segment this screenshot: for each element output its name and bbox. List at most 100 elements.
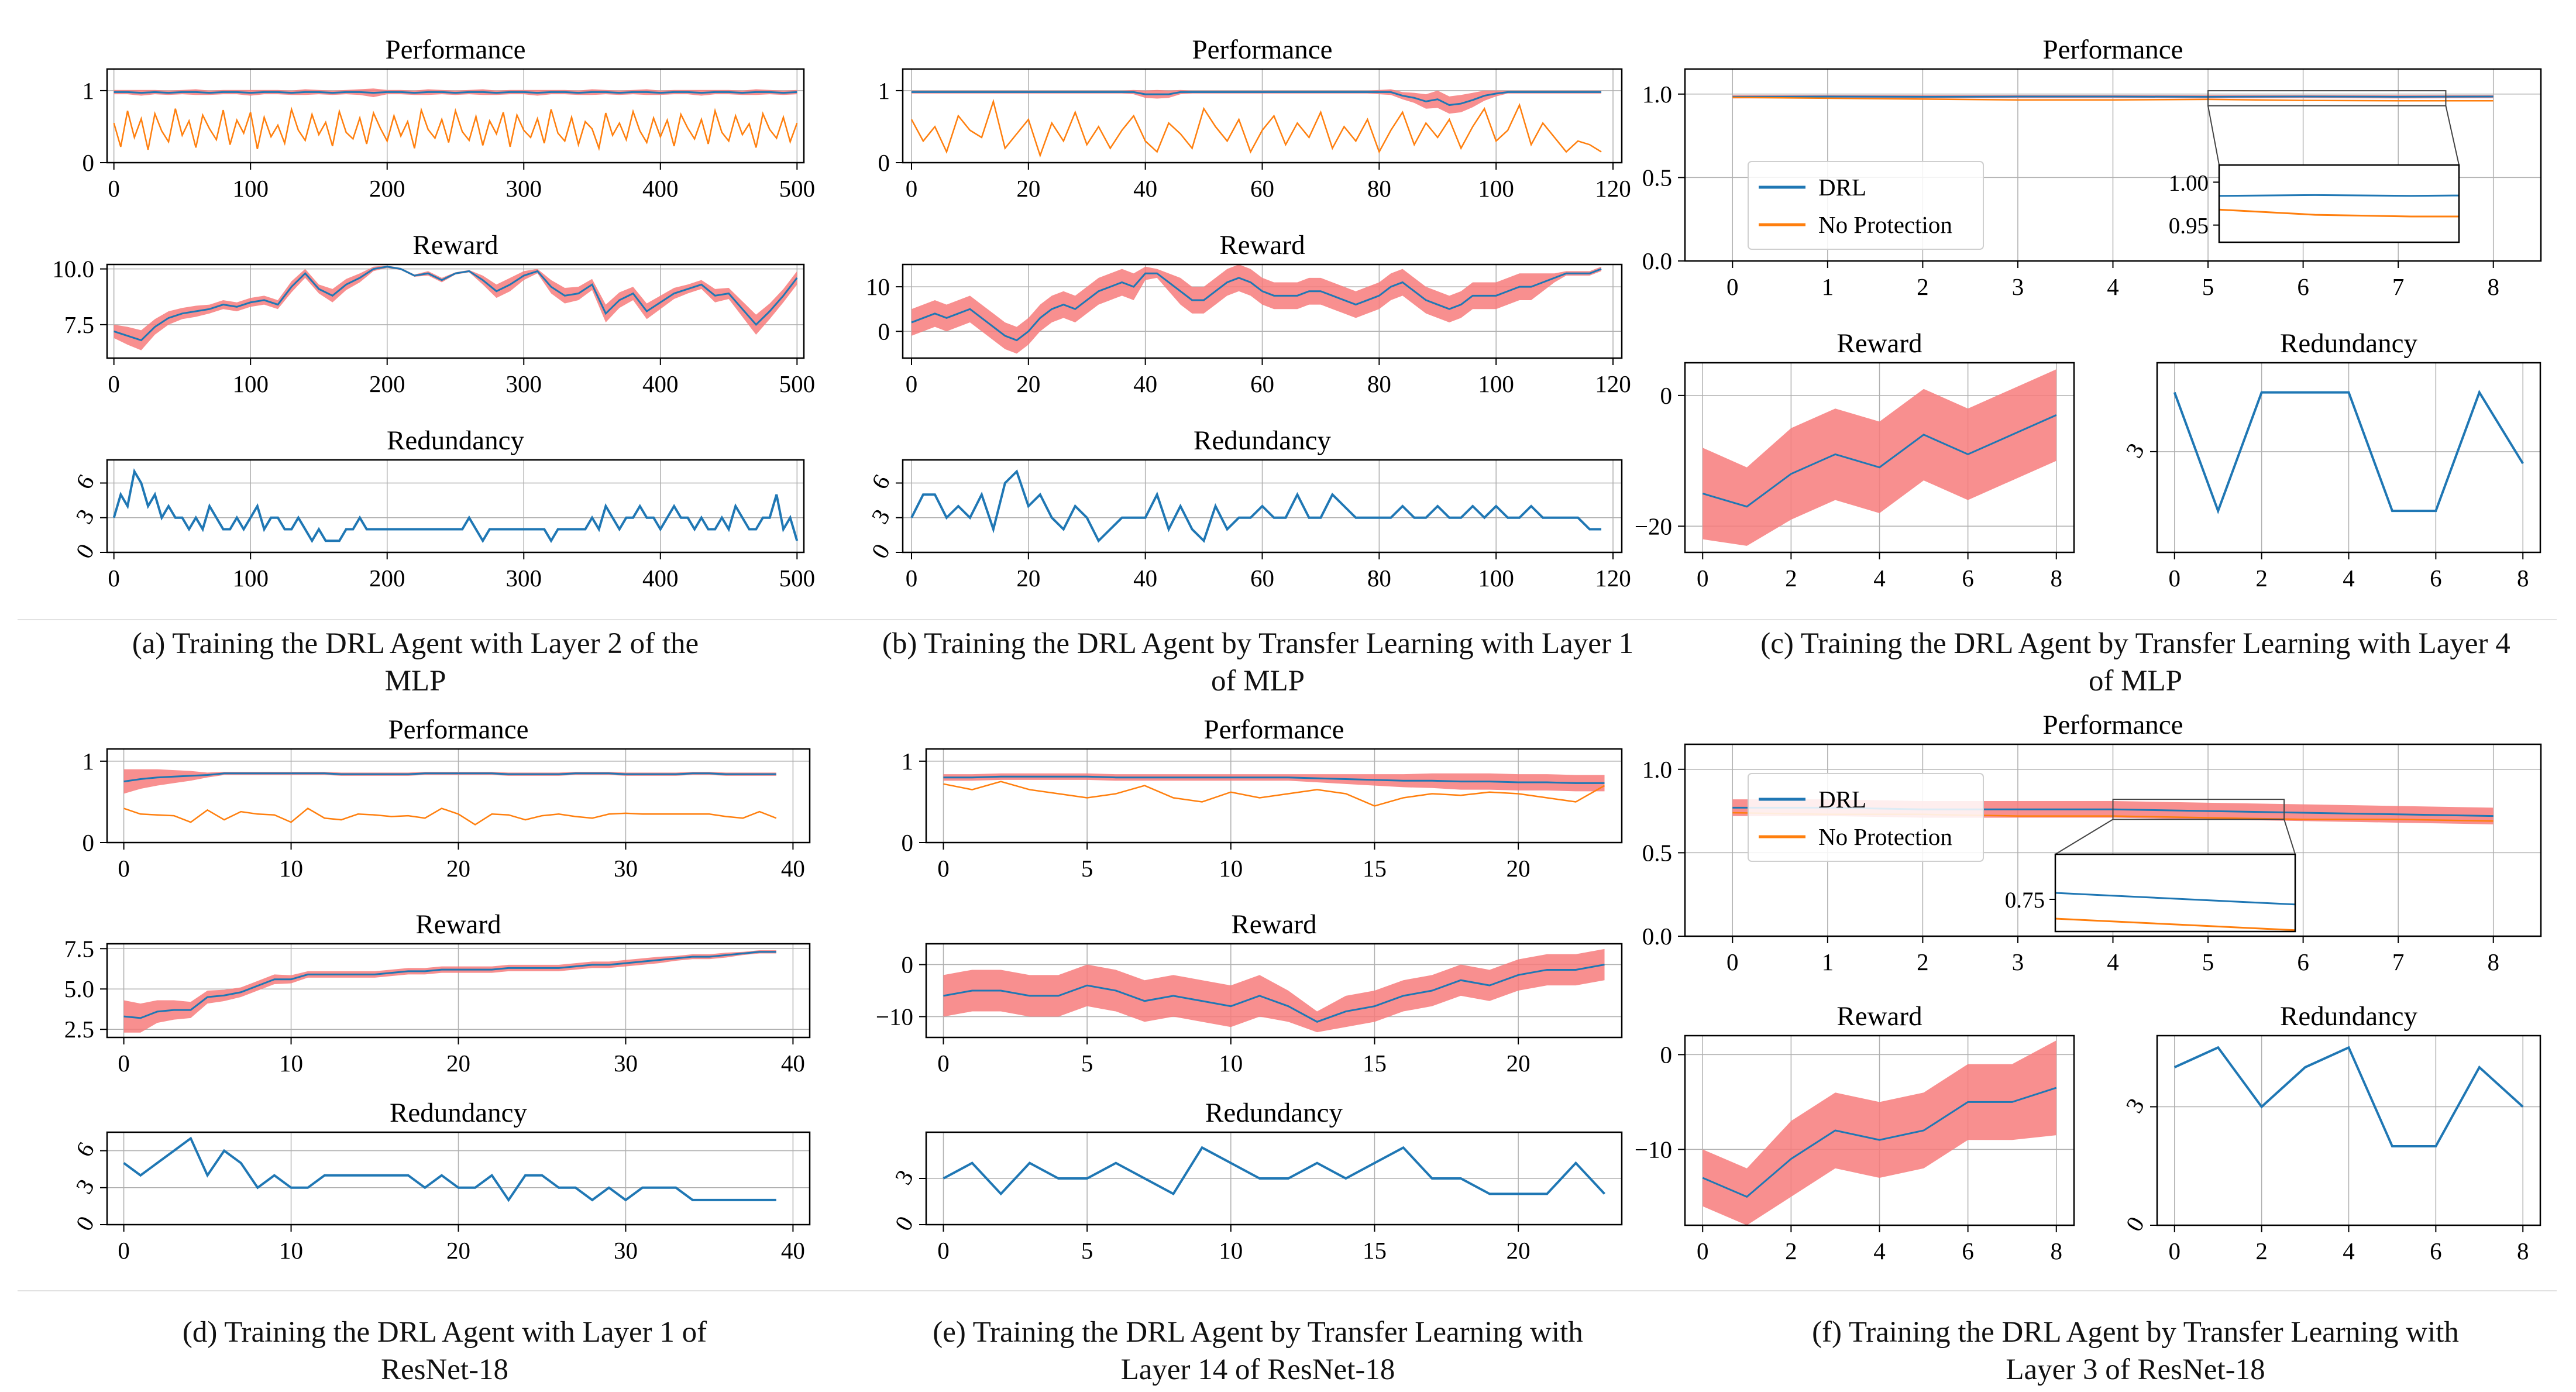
a-redundancy-xtick-label: 400 [642, 565, 679, 592]
e-redundancy-ytick-label: 3 [889, 1165, 919, 1189]
a-performance-no-protection-line [113, 106, 798, 152]
caption-a: (a) Training the DRL Agent with Layer 2 … [132, 627, 699, 697]
d-performance-xtick-label: 40 [781, 855, 805, 882]
a-performance-xtick-label: 500 [779, 175, 816, 202]
a-redundancy-ytick-label: 0 [70, 539, 99, 563]
d-performance-ytick-label: 1 [82, 748, 95, 775]
f-redundancy-ytick-label: 0 [2120, 1212, 2149, 1236]
f-performance-xtick-label: 5 [2202, 948, 2214, 975]
b-reward-xtick-label: 80 [1367, 370, 1391, 397]
f-performance-xtick-label: 6 [2297, 948, 2309, 975]
d-redundancy-xtick-label: 40 [781, 1237, 805, 1264]
c-reward-ytick-label: −20 [1635, 513, 1672, 539]
caption-d: (d) Training the DRL Agent with Layer 1 … [182, 1316, 707, 1386]
c-redundancy-xtick-label: 0 [2169, 565, 2181, 592]
e-reward-xtick-label: 15 [1363, 1050, 1387, 1077]
d-redundancy-xtick-label: 20 [446, 1237, 470, 1264]
d-performance-title: Performance [388, 714, 528, 745]
b-performance-ytick-label: 1 [878, 77, 890, 104]
c-performance-xtick-label: 6 [2297, 273, 2309, 300]
e-performance-xtick-label: 10 [1219, 855, 1243, 882]
b-redundancy-ytick-label: 0 [866, 539, 895, 563]
f-redundancy-xtick-label: 2 [2255, 1238, 2268, 1264]
c-performance-inset-ytick-label: 0.95 [2169, 214, 2209, 239]
b-reward-xtick-label: 20 [1016, 370, 1040, 397]
caption-e: (e) Training the DRL Agent by Transfer L… [933, 1316, 1583, 1386]
d-reward-xtick-label: 10 [279, 1050, 303, 1077]
c-performance-xtick-label: 0 [1726, 273, 1739, 300]
a-performance-xtick-label: 300 [506, 175, 542, 202]
c-performance-inset-frame [2218, 164, 2460, 243]
c-performance-xtick-label: 2 [1917, 273, 1929, 300]
d-redundancy-ytick-label: 0 [70, 1211, 99, 1235]
e-performance-ytick-label: 1 [902, 748, 914, 775]
c-performance-xtick-label: 8 [2487, 273, 2499, 300]
e-performance-ytick-label: 0 [902, 829, 914, 856]
d-performance-no-protection-line [123, 807, 777, 826]
f-performance-xtick-label: 1 [1822, 948, 1834, 975]
f-performance-inset-frame [2054, 853, 2296, 933]
chart-b-redundancy: 0 20 40 60 80 100 120 0 3 6 Redundancy [866, 425, 1631, 592]
f-reward-xtick-label: 6 [1962, 1238, 1974, 1264]
row-divider-bottom [18, 1290, 2557, 1291]
f-reward-ytick-label: −10 [1635, 1136, 1672, 1163]
a-performance-ytick-label: 1 [82, 77, 95, 104]
b-redundancy-xtick-label: 120 [1595, 565, 1631, 592]
f-performance-legend-label: No Protection [1818, 823, 1952, 850]
c-performance-zoom-connector [2207, 105, 2220, 166]
f-redundancy-xtick-label: 6 [2430, 1238, 2442, 1264]
f-performance-xtick-label: 8 [2487, 948, 2499, 975]
c-performance-ytick-label: 1.0 [1642, 81, 1672, 108]
f-reward-xtick-label: 2 [1785, 1238, 1797, 1264]
f-reward-xtick-label: 0 [1697, 1238, 1709, 1264]
d-redundancy-xtick-label: 0 [118, 1237, 130, 1264]
b-reward-ytick-label: 10 [866, 273, 890, 300]
c-reward-xtick-label: 4 [1873, 565, 1886, 592]
b-reward-ytick-label: 0 [878, 318, 890, 345]
b-redundancy-xtick-label: 60 [1250, 565, 1274, 592]
a-reward-band [114, 265, 797, 350]
e-redundancy-title: Redundancy [1205, 1098, 1343, 1128]
f-redundancy-xtick-label: 0 [2169, 1238, 2181, 1264]
c-performance-legend [1748, 161, 1984, 250]
chart-e-redundancy: 0 5 10 15 20 0 3 Redundancy [889, 1098, 1623, 1264]
c-redundancy-drl-line [2173, 390, 2524, 514]
b-reward-xtick-label: 60 [1250, 370, 1274, 397]
c-redundancy-ytick-label: 3 [2120, 438, 2149, 462]
a-reward-xtick-label: 0 [108, 370, 120, 397]
e-reward-axes-frame [925, 943, 1623, 1039]
a-performance-axes-frame [106, 68, 805, 164]
a-reward-xtick-label: 500 [779, 370, 816, 397]
f-reward-xtick-label: 4 [1873, 1238, 1886, 1264]
d-redundancy-drl-line [123, 1136, 776, 1202]
b-redundancy-ytick-label: 6 [866, 470, 895, 494]
f-redundancy-ytick-label: 3 [2120, 1094, 2149, 1118]
a-redundancy-xtick-label: 100 [232, 565, 269, 592]
e-reward-ytick-label: 0 [902, 951, 914, 978]
c-redundancy-xtick-label: 6 [2430, 565, 2442, 592]
f-reward-band [1703, 1040, 2056, 1225]
a-redundancy-ytick-label: 3 [70, 504, 99, 528]
chart-f-redundancy: 0 2 4 6 8 0 3 Redundancy [2120, 1001, 2541, 1264]
e-reward-title: Reward [1231, 909, 1316, 940]
c-performance-inset-bg [2219, 165, 2459, 242]
c-redundancy-title: Redundancy [2280, 328, 2417, 359]
row-divider-top [18, 619, 2557, 620]
d-performance-xtick-label: 30 [614, 855, 638, 882]
e-reward-xtick-label: 0 [937, 1050, 950, 1077]
b-performance-ytick-label: 0 [878, 149, 890, 176]
c-reward-xtick-label: 0 [1697, 565, 1709, 592]
c-performance-inset-no-protection-line [2219, 208, 2459, 218]
f-performance-xtick-label: 7 [2392, 948, 2405, 975]
a-reward-xtick-label: 400 [642, 370, 679, 397]
chart-d-performance: 0 10 20 30 40 0 1 Performance [82, 714, 811, 882]
b-performance-xtick-label: 0 [906, 175, 918, 202]
f-reward-drl-line [1702, 1087, 2057, 1198]
f-performance-xtick-label: 2 [1917, 948, 1929, 975]
e-reward-drl-line [943, 964, 1605, 1023]
f-performance-zoom-region [2112, 799, 2285, 820]
f-performance-ytick-label: 1.0 [1642, 756, 1672, 783]
chart-a-performance: 0 100 200 300 400 500 0 1 Performance [82, 35, 816, 202]
d-performance-xtick-label: 10 [279, 855, 303, 882]
b-redundancy-drl-line [910, 469, 1602, 543]
